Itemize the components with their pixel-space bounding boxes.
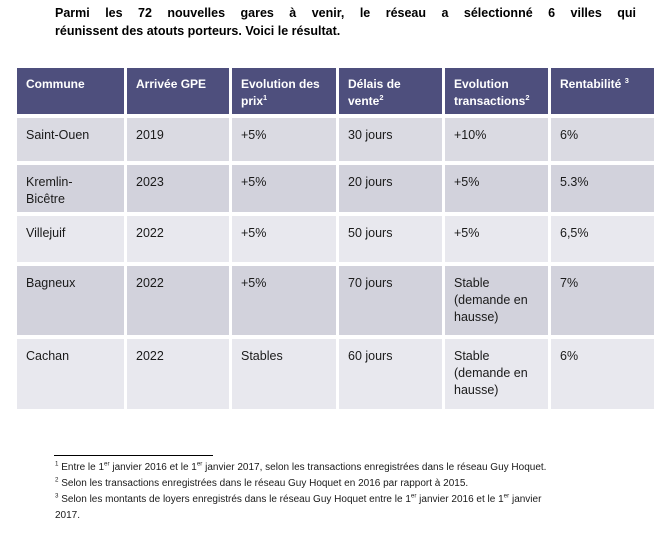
communes-table: Commune Arrivée GPE Evolution des prix1 Dél… [14, 64, 657, 413]
footnote-3: 3 Selon les montants de loyers enregistr… [55, 492, 542, 521]
cell-delais-vente: 70 jours [336, 262, 445, 339]
superscript: er [196, 460, 203, 468]
superscript: 3 [624, 76, 629, 85]
cell-rentabilite: 6,5% [548, 212, 657, 266]
cell-rentabilite: 6% [548, 114, 657, 165]
column-header-commune: Commune [14, 64, 127, 118]
table-body: Saint-Ouen 2019 +5% 30 jours +10% 6% Kremlin- … [14, 114, 657, 413]
cell-commune: Cachan [14, 335, 127, 413]
cell-rentabilite: 5.3% [548, 161, 657, 216]
cell-evolution-transactions: Stable (demande en hausse) [442, 335, 551, 413]
cell-commune: Saint-Ouen [14, 114, 127, 165]
column-header-evolution-prix: Evolution des prix1 [229, 64, 339, 118]
cell-rentabilite: 6% [548, 335, 657, 413]
table-row: Bagneux 2022 +5% 70 jours Stable (demande en… [14, 262, 657, 339]
superscript: 3 [55, 492, 59, 500]
cell-commune: Bagneux [14, 262, 127, 339]
cell-delais-vente: 50 jours [336, 212, 445, 266]
column-header-arrivee-gpe: Arrivée GPE [124, 64, 232, 118]
table-row: Saint-Ouen 2019 +5% 30 jours +10% 6% [14, 114, 657, 165]
footnotes-section: 1 Entre le 1er janvier 2016 et le 1er ja… [55, 460, 641, 524]
column-header-rentabilite: Rentabilité 3 [548, 64, 657, 118]
cell-evolution-transactions: +5% [442, 161, 551, 216]
cell-commune: Kremlin- Bicêtre [14, 161, 127, 216]
table-row: Villejuif 2022 +5% 50 jours +5% 6,5% [14, 212, 657, 266]
cell-arrivee-gpe: 2019 [124, 114, 232, 165]
cell-arrivee-gpe: 2022 [124, 335, 232, 413]
superscript: er [104, 460, 110, 468]
intro-line: réunissent des atouts porteurs. Voici le… [55, 23, 341, 38]
cell-evolution-prix: +5% [229, 114, 339, 165]
cell-arrivee-gpe: 2022 [124, 212, 232, 266]
footnote-2: 2 Selon les transactions enregistrées da… [55, 476, 469, 489]
superscript: er [410, 492, 417, 500]
cell-delais-vente: 30 jours [336, 114, 445, 165]
superscript: 1 [55, 460, 59, 468]
superscript: 1 [263, 92, 268, 102]
cell-evolution-prix: Stables [229, 335, 339, 413]
cell-evolution-transactions: Stable (demande en hausse) [442, 262, 551, 339]
cell-rentabilite: 7% [548, 262, 657, 339]
cell-evolution-prix: +5% [229, 262, 339, 339]
cell-delais-vente: 20 jours [336, 161, 445, 216]
cell-arrivee-gpe: 2023 [124, 161, 232, 216]
cell-commune: Villejuif [14, 212, 127, 266]
cell-delais-vente: 60 jours [336, 335, 445, 413]
table-row: Cachan 2022 Stables 60 jours Stable (demande… [14, 335, 657, 413]
superscript: er [503, 492, 510, 500]
cell-evolution-transactions: +5% [442, 212, 551, 266]
intro-paragraph: Parmi les 72 nouvelles gares à venir, le… [55, 5, 636, 40]
superscript: 2 [379, 92, 384, 102]
superscript: 2 [55, 476, 59, 484]
table-row: Kremlin- Bicêtre 2023 +5% 20 jours +5% 5.3% [14, 161, 657, 216]
footnote-1: 1 Entre le 1er janvier 2016 et le 1er ja… [55, 460, 547, 473]
intro-line: Parmi les 72 nouvelles gares à venir, le… [55, 6, 636, 20]
table-header-row: Commune Arrivée GPE Evolution des prix1 Dél… [14, 64, 657, 118]
cell-evolution-transactions: +10% [442, 114, 551, 165]
column-header-evolution-transactions: Evolution transactions2 [442, 64, 551, 118]
superscript: 2 [525, 92, 530, 102]
cell-arrivee-gpe: 2022 [124, 262, 232, 339]
cell-evolution-prix: +5% [229, 161, 339, 216]
cell-evolution-prix: +5% [229, 212, 339, 266]
column-header-delais-vente: Délais de vente2 [336, 64, 445, 118]
table-header: Commune Arrivée GPE Evolution des prix1 Dél… [14, 64, 657, 118]
footnote-separator [54, 455, 213, 456]
